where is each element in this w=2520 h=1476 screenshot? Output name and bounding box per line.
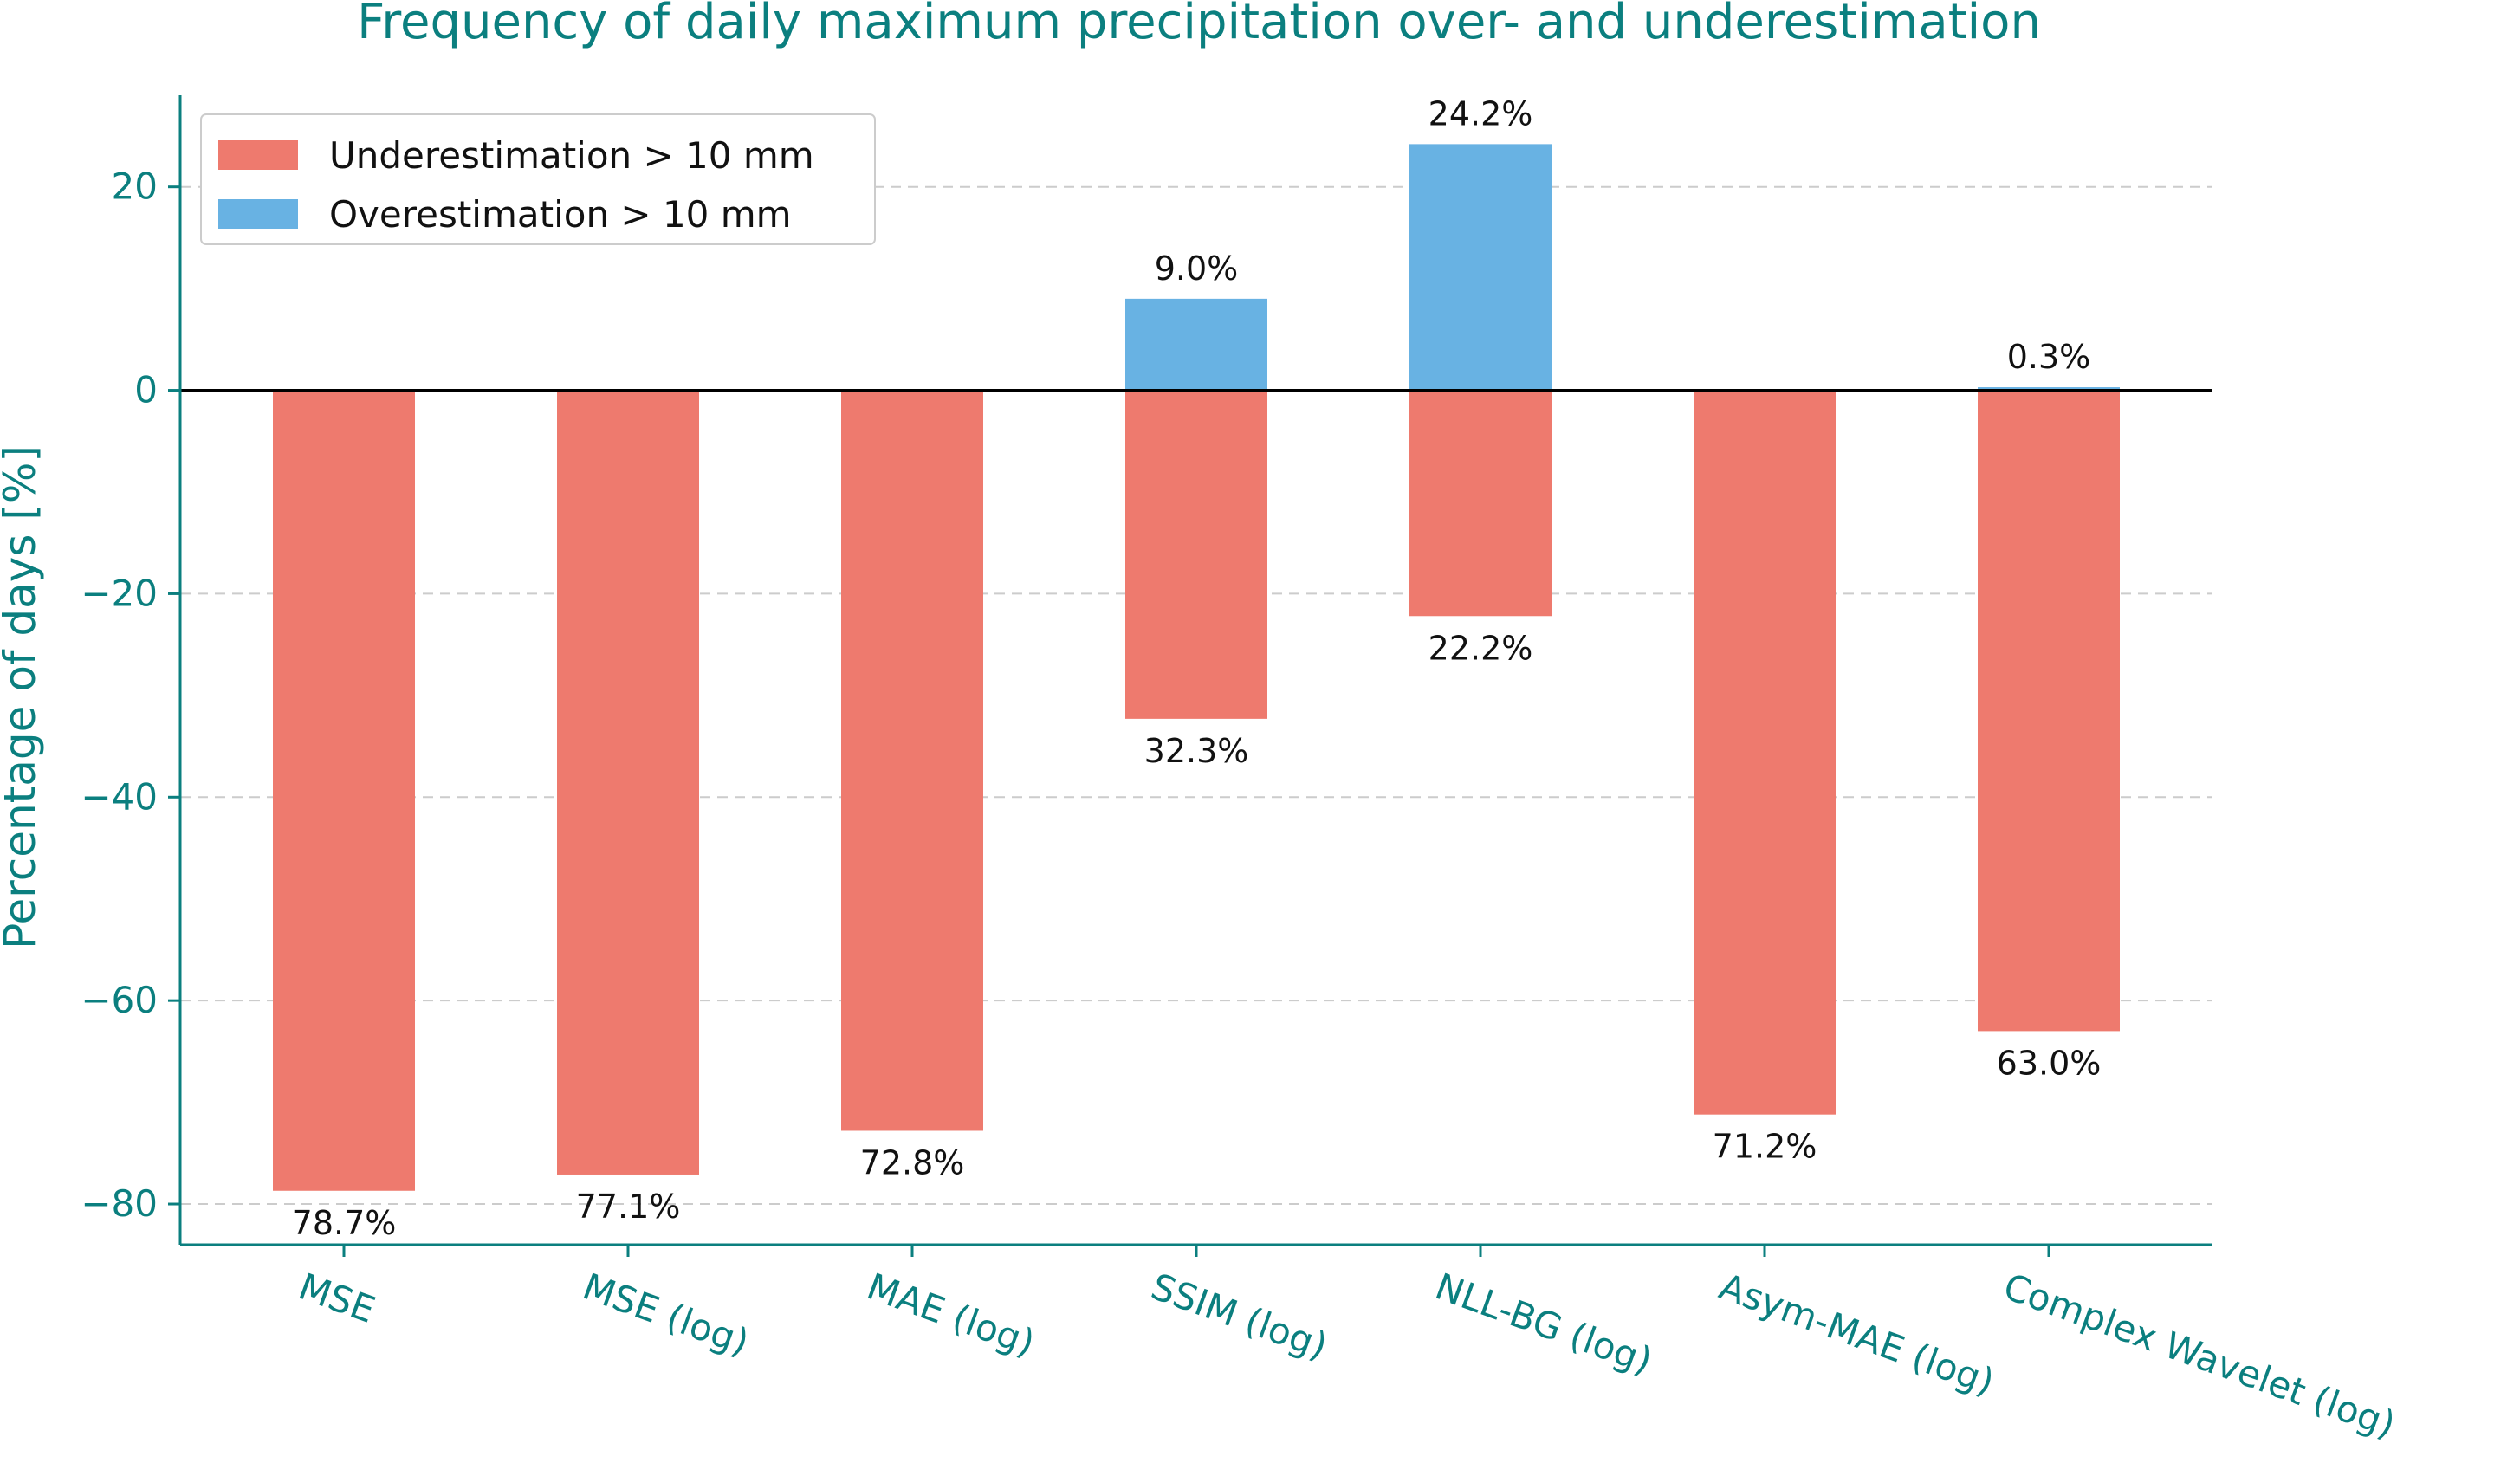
data-label: 0.3%: [2007, 338, 2091, 376]
x-tick-label: Asym-MAE (log): [1714, 1265, 2000, 1403]
x-tick-label: NLL-BG (log): [1430, 1265, 1658, 1382]
bar-overestimation: [1125, 298, 1267, 391]
legend: Underestimation > 10 mm Overestimation > …: [200, 113, 876, 245]
data-labels: 78.7% 77.1% 72.8% 32.3% 22.2% 71.2% 63.0% 9.0% 2…: [292, 94, 2102, 1241]
bar-underestimation: [841, 390, 983, 1131]
bar-underestimation: [1125, 390, 1267, 719]
x-tick-label: MAE (log): [862, 1265, 1040, 1364]
x-tick-label: MSE: [294, 1265, 381, 1331]
y-tick-label: −20: [81, 572, 158, 614]
bar-underestimation: [1409, 390, 1552, 617]
axes: [168, 95, 2212, 1257]
y-tick-label: 20: [112, 165, 158, 208]
bar-underestimation: [1978, 390, 2120, 1032]
bar-overestimation: [1978, 387, 2120, 391]
legend-swatch: [218, 140, 298, 170]
y-tick-label: −40: [81, 775, 158, 818]
data-label: 63.0%: [1997, 1044, 2102, 1082]
data-label: 24.2%: [1428, 94, 1533, 133]
bar-underestimation: [273, 390, 415, 1191]
data-label: 77.1%: [576, 1188, 681, 1226]
legend-label: Underestimation > 10 mm: [329, 134, 814, 177]
y-tick-label: 0: [134, 369, 158, 411]
data-label: 9.0%: [1155, 249, 1239, 288]
x-tick-label: MSE (log): [578, 1265, 755, 1363]
data-label: 78.7%: [292, 1204, 397, 1242]
y-tick-label: −60: [81, 979, 158, 1021]
bar-underestimation: [1694, 390, 1836, 1115]
legend-box: [200, 113, 876, 245]
legend-label: Overestimation > 10 mm: [329, 193, 792, 236]
x-tick-label: SSIM (log): [1146, 1265, 1333, 1368]
bars: [273, 144, 2120, 1191]
bar-overestimation: [1409, 144, 1552, 391]
bar-underestimation: [557, 390, 699, 1175]
legend-swatch: [218, 199, 298, 229]
data-label: 32.3%: [1144, 732, 1249, 770]
y-axis-label: Percentage of days [%]: [0, 445, 45, 949]
x-tick-label: Complex Wavelet (log): [1999, 1265, 2401, 1446]
data-label: 22.2%: [1428, 629, 1533, 667]
data-label: 72.8%: [860, 1143, 965, 1181]
y-tick-label: −80: [81, 1182, 158, 1225]
chart-title: Frequency of daily maximum precipitation…: [357, 0, 2041, 50]
data-label: 71.2%: [1713, 1128, 1817, 1166]
